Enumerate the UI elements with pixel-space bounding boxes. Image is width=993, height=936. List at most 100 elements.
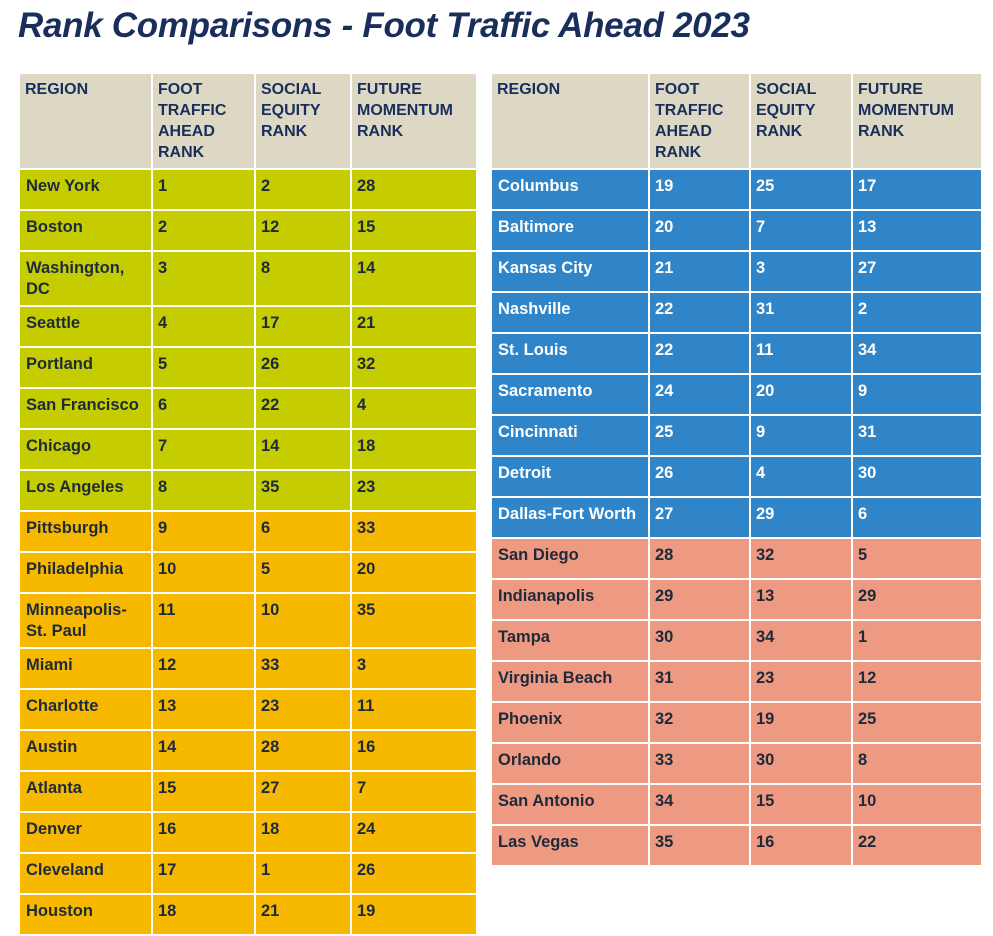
cell-foot-traffic-rank: 18 bbox=[151, 893, 256, 936]
cell-region: Los Angeles bbox=[18, 469, 153, 512]
cell-social-equity-rank: 14 bbox=[254, 428, 352, 471]
cell-region: San Francisco bbox=[18, 387, 153, 430]
table-row: Seattle 4 17 21 bbox=[18, 305, 478, 348]
cell-foot-traffic-rank: 5 bbox=[151, 346, 256, 389]
cell-region: Phoenix bbox=[490, 701, 650, 744]
cell-foot-traffic-rank: 20 bbox=[648, 209, 751, 252]
cell-region: Baltimore bbox=[490, 209, 650, 252]
header-future-momentum-rank: FUTURE MOMENTUM RANK bbox=[350, 72, 478, 170]
table-row: Sacramento 24 20 9 bbox=[490, 373, 983, 416]
header-foot-traffic-rank: FOOT TRAFFIC AHEAD RANK bbox=[648, 72, 751, 170]
cell-social-equity-rank: 9 bbox=[749, 414, 853, 457]
cell-region: Tampa bbox=[490, 619, 650, 662]
cell-foot-traffic-rank: 6 bbox=[151, 387, 256, 430]
cell-future-momentum-rank: 20 bbox=[350, 551, 478, 594]
cell-region: Washington, DC bbox=[18, 250, 153, 307]
cell-foot-traffic-rank: 19 bbox=[648, 168, 751, 211]
cell-region: Kansas City bbox=[490, 250, 650, 293]
cell-future-momentum-rank: 8 bbox=[851, 742, 983, 785]
cell-social-equity-rank: 11 bbox=[749, 332, 853, 375]
cell-foot-traffic-rank: 2 bbox=[151, 209, 256, 252]
cell-social-equity-rank: 33 bbox=[254, 647, 352, 690]
cell-future-momentum-rank: 4 bbox=[350, 387, 478, 430]
cell-social-equity-rank: 23 bbox=[254, 688, 352, 731]
cell-social-equity-rank: 10 bbox=[254, 592, 352, 649]
cell-social-equity-rank: 7 bbox=[749, 209, 853, 252]
cell-foot-traffic-rank: 1 bbox=[151, 168, 256, 211]
cell-future-momentum-rank: 23 bbox=[350, 469, 478, 512]
table-header-row: REGION FOOT TRAFFIC AHEAD RANK SOCIAL EQ… bbox=[490, 72, 983, 170]
cell-future-momentum-rank: 13 bbox=[851, 209, 983, 252]
cell-social-equity-rank: 18 bbox=[254, 811, 352, 854]
table-row: Philadelphia 10 5 20 bbox=[18, 551, 478, 594]
cell-social-equity-rank: 15 bbox=[749, 783, 853, 826]
table-row: Dallas-Fort Worth 27 29 6 bbox=[490, 496, 983, 539]
cell-social-equity-rank: 21 bbox=[254, 893, 352, 936]
cell-social-equity-rank: 12 bbox=[254, 209, 352, 252]
cell-future-momentum-rank: 17 bbox=[851, 168, 983, 211]
cell-foot-traffic-rank: 25 bbox=[648, 414, 751, 457]
table-header-row: REGION FOOT TRAFFIC AHEAD RANK SOCIAL EQ… bbox=[18, 72, 478, 170]
cell-foot-traffic-rank: 28 bbox=[648, 537, 751, 580]
cell-future-momentum-rank: 12 bbox=[851, 660, 983, 703]
cell-social-equity-rank: 22 bbox=[254, 387, 352, 430]
cell-social-equity-rank: 6 bbox=[254, 510, 352, 553]
cell-region: San Diego bbox=[490, 537, 650, 580]
header-social-equity-rank: SOCIAL EQUITY RANK bbox=[254, 72, 352, 170]
cell-region: Detroit bbox=[490, 455, 650, 498]
table-row: Minneapolis-St. Paul 11 10 35 bbox=[18, 592, 478, 649]
cell-social-equity-rank: 20 bbox=[749, 373, 853, 416]
cell-region: Cincinnati bbox=[490, 414, 650, 457]
cell-region: Charlotte bbox=[18, 688, 153, 731]
cell-foot-traffic-rank: 10 bbox=[151, 551, 256, 594]
table-row: Virginia Beach 31 23 12 bbox=[490, 660, 983, 703]
table-row: San Diego 28 32 5 bbox=[490, 537, 983, 580]
cell-social-equity-rank: 34 bbox=[749, 619, 853, 662]
cell-region: Las Vegas bbox=[490, 824, 650, 867]
cell-foot-traffic-rank: 22 bbox=[648, 291, 751, 334]
table-row: Nashville 22 31 2 bbox=[490, 291, 983, 334]
cell-region: St. Louis bbox=[490, 332, 650, 375]
cell-foot-traffic-rank: 4 bbox=[151, 305, 256, 348]
cell-foot-traffic-rank: 16 bbox=[151, 811, 256, 854]
table-row: Cincinnati 25 9 31 bbox=[490, 414, 983, 457]
cell-future-momentum-rank: 22 bbox=[851, 824, 983, 867]
cell-future-momentum-rank: 21 bbox=[350, 305, 478, 348]
table-row: San Francisco 6 22 4 bbox=[18, 387, 478, 430]
table-row: Los Angeles 8 35 23 bbox=[18, 469, 478, 512]
cell-region: Miami bbox=[18, 647, 153, 690]
cell-region: Atlanta bbox=[18, 770, 153, 813]
table-row: Denver 16 18 24 bbox=[18, 811, 478, 854]
cell-future-momentum-rank: 9 bbox=[851, 373, 983, 416]
table-row: New York 1 2 28 bbox=[18, 168, 478, 211]
table-body-left: New York 1 2 28 Boston 2 12 15 Washington, DC 3 8 1… bbox=[18, 168, 478, 936]
cell-foot-traffic-rank: 12 bbox=[151, 647, 256, 690]
header-future-momentum-rank: FUTURE MOMENTUM RANK bbox=[851, 72, 983, 170]
cell-future-momentum-rank: 30 bbox=[851, 455, 983, 498]
table-row: Cleveland 17 1 26 bbox=[18, 852, 478, 895]
cell-foot-traffic-rank: 21 bbox=[648, 250, 751, 293]
table-row: Atlanta 15 27 7 bbox=[18, 770, 478, 813]
cell-social-equity-rank: 2 bbox=[254, 168, 352, 211]
cell-future-momentum-rank: 14 bbox=[350, 250, 478, 307]
table-row: San Antonio 34 15 10 bbox=[490, 783, 983, 826]
cell-region: Dallas-Fort Worth bbox=[490, 496, 650, 539]
cell-social-equity-rank: 16 bbox=[749, 824, 853, 867]
cell-social-equity-rank: 8 bbox=[254, 250, 352, 307]
cell-future-momentum-rank: 26 bbox=[350, 852, 478, 895]
table-row: Pittsburgh 9 6 33 bbox=[18, 510, 478, 553]
cell-foot-traffic-rank: 29 bbox=[648, 578, 751, 621]
table-row: Detroit 26 4 30 bbox=[490, 455, 983, 498]
cell-foot-traffic-rank: 32 bbox=[648, 701, 751, 744]
cell-social-equity-rank: 26 bbox=[254, 346, 352, 389]
cell-region: Boston bbox=[18, 209, 153, 252]
table-row: Tampa 30 34 1 bbox=[490, 619, 983, 662]
cell-foot-traffic-rank: 14 bbox=[151, 729, 256, 772]
table-row: Columbus 19 25 17 bbox=[490, 168, 983, 211]
cell-foot-traffic-rank: 33 bbox=[648, 742, 751, 785]
cell-future-momentum-rank: 25 bbox=[851, 701, 983, 744]
table-row: Indianapolis 29 13 29 bbox=[490, 578, 983, 621]
cell-foot-traffic-rank: 27 bbox=[648, 496, 751, 539]
cell-social-equity-rank: 23 bbox=[749, 660, 853, 703]
table-row: Miami 12 33 3 bbox=[18, 647, 478, 690]
